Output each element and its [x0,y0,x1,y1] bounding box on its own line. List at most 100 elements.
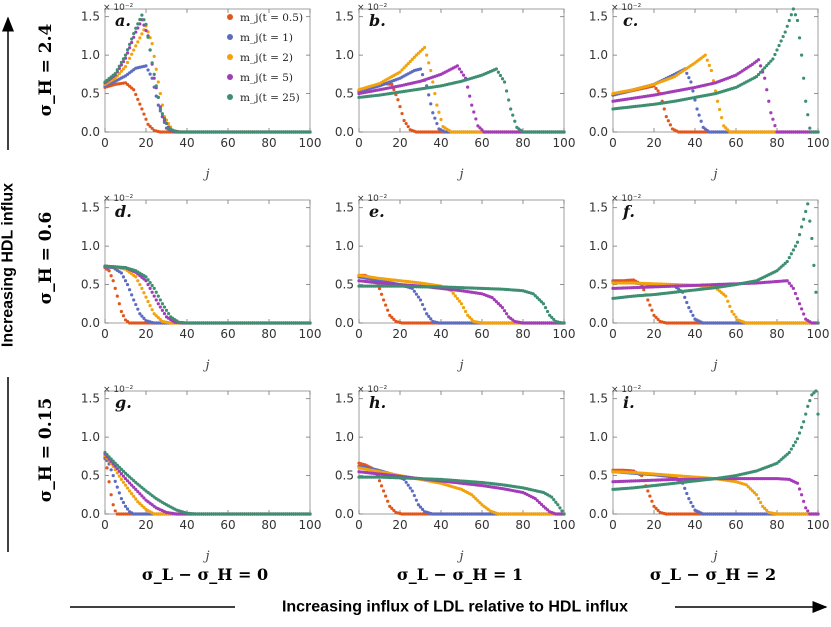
panel-b-xtick-label: 40 [433,136,448,150]
data-point [398,105,402,109]
panel-c-multiplier: × 10⁻² [611,3,642,13]
data-point [146,278,150,282]
data-point [459,302,464,306]
data-point [125,60,130,65]
data-point [685,491,689,496]
panel-a-xtick-label: 100 [299,136,322,150]
data-point [130,52,134,56]
data-point [429,68,433,73]
panel-g-ytick-label: 0.0 [81,507,100,521]
panel-d-xtick-label: 60 [220,327,235,341]
data-point [136,40,140,44]
data-point [121,474,126,478]
panel-f-xtick-label: 80 [769,327,784,341]
panel-i-xtick-label: 0 [609,518,617,532]
data-point [435,103,439,107]
data-point [414,498,418,502]
panel-d-ytick-label: 1.5 [81,201,100,215]
data-point [420,47,425,51]
data-point [513,119,517,123]
data-point [128,56,132,60]
panel-g-series-2 [103,455,312,516]
data-point [785,279,789,283]
data-point [775,48,779,52]
panel-e-xtick-label: 60 [474,327,489,341]
legend-marker-3 [227,54,233,60]
data-point [754,75,759,79]
data-point [119,472,123,476]
data-point [791,248,796,252]
data-point [797,36,802,40]
data-point [164,308,169,312]
data-point [152,76,156,80]
data-point [562,321,566,325]
data-point [771,117,775,121]
data-point [134,92,138,97]
data-point [107,480,111,484]
panel-i-series-1 [611,468,820,516]
data-point [763,66,767,70]
data-point [546,309,550,314]
panel-e-letter: e. [369,202,385,221]
data-point [379,484,384,488]
data-point [121,67,126,71]
data-point [734,315,738,319]
data-point [408,59,412,64]
data-point [689,309,693,314]
data-point [455,64,459,68]
data-point [431,80,435,84]
data-point [800,53,804,57]
panel-i-ytick-label: 0.0 [589,507,608,521]
data-point [505,312,509,316]
data-point [162,116,167,121]
panel-d-ytick-label: 0.5 [81,278,100,292]
data-point [152,312,156,316]
data-point [121,275,126,279]
data-point [806,202,810,206]
data-point [648,303,652,307]
data-point [308,321,312,325]
panel-e-xtick-label: 0 [355,327,363,341]
panel-i-xtick-label: 80 [769,518,784,532]
data-point [732,312,736,316]
panel-g-series-4 [103,452,312,516]
panel-e-ytick-label: 0.0 [335,316,354,330]
panel-a-x-axis-label: j [202,167,209,182]
data-point [726,128,730,132]
panel-f-series-4 [611,279,820,325]
data-point [787,256,791,260]
panel-a-series-5 [103,13,312,134]
panel-g-series-3 [103,453,312,516]
data-point [765,88,769,92]
panel-c-xtick-label: 100 [807,136,830,150]
panel-b-series-4 [357,64,566,134]
data-point [562,130,566,134]
data-point [687,76,691,80]
data-point [509,107,513,111]
data-point [130,293,134,297]
panel-a-letter: a. [115,11,131,30]
panel-f-ytick-label: 1.5 [589,201,608,215]
panel-f-xtick-label: 40 [687,327,702,341]
data-point [709,68,714,73]
data-point [123,279,128,283]
data-point [121,480,126,484]
data-point [113,71,117,76]
data-point [800,425,804,429]
data-point [160,103,164,107]
panel-g-frame [104,390,311,515]
data-point [134,497,138,501]
data-point [756,72,761,77]
data-point [412,55,416,59]
data-point [402,118,406,123]
data-point [119,497,123,501]
data-point [697,113,701,117]
legend: m_j(t = 0.5)m_j(t = 1)m_j(t = 2)m_j(t = … [227,12,303,104]
panel-g-xtick-label: 20 [138,518,153,532]
data-point [431,111,435,115]
data-point [726,299,730,303]
data-point [140,286,144,291]
data-point [685,300,689,305]
